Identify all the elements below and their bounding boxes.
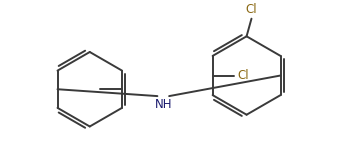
Text: NH: NH <box>155 98 172 111</box>
Text: Cl: Cl <box>246 3 257 16</box>
Text: Cl: Cl <box>237 69 249 82</box>
